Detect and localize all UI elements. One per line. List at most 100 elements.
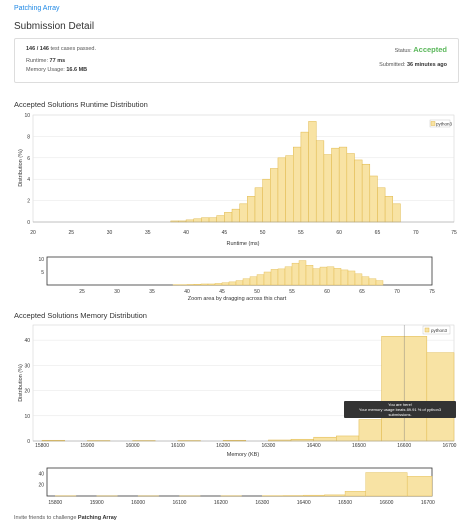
tooltip-line-3: submissions.	[388, 412, 412, 417]
runtime-zoom-bar	[354, 273, 363, 286]
runtime-bar	[354, 159, 363, 223]
tooltip-line-1: You are here!	[388, 402, 412, 407]
runtime-zoom-hint: Zoom area by dragging across this chart	[188, 296, 287, 302]
memory-x-label: Memory (KB)	[227, 452, 260, 458]
runtime-zoom-bar	[270, 269, 279, 286]
runtime-gridlines	[33, 114, 454, 201]
runtime-y-tick-label: 4	[27, 177, 30, 183]
runtime-zoom-x-tick-label: 65	[359, 289, 365, 295]
memory-zoom-x-tick-label: 16400	[297, 500, 311, 506]
runtime-x-tick-label: 70	[413, 230, 419, 236]
runtime-zoom-x-tick-label: 75	[429, 289, 435, 295]
runtime-x-tick-label: 20	[30, 230, 36, 236]
runtime-bar	[285, 155, 294, 223]
runtime-bar	[369, 175, 378, 223]
runtime-x-tick-label: 45	[222, 230, 228, 236]
runtime-zoom-bar	[340, 269, 349, 286]
memory-bars	[33, 336, 455, 442]
runtime-bar	[239, 203, 248, 223]
memory-zoom-bar	[344, 490, 366, 497]
memory-zoom-bar	[365, 472, 408, 497]
runtime-zoom-bar	[312, 268, 321, 286]
memory-zoom-x-tick-label: 15900	[90, 500, 104, 506]
runtime-bar	[231, 208, 240, 223]
runtime-zoom-bar	[298, 260, 307, 286]
runtime-zoom-bar	[319, 266, 328, 286]
runtime-zoom-bar	[249, 276, 258, 286]
runtime-zoom-y-tick-label: 5	[41, 270, 44, 276]
memory-x-tick-label: 16300	[261, 443, 275, 449]
memory-x-tick-label: 16000	[126, 443, 140, 449]
runtime-zoom-x-tick-label: 35	[149, 289, 155, 295]
runtime-label: Runtime:	[26, 58, 50, 64]
memory-bar	[426, 352, 455, 442]
runtime-zoom-x-ticks: 25 30 35 40 45 50 55 60 65 70 75	[79, 289, 435, 295]
runtime-bar	[315, 140, 325, 223]
runtime-zoom-x-tick-label: 60	[324, 289, 330, 295]
runtime-bar	[277, 157, 286, 223]
runtime-zoom-x-tick-label: 25	[79, 289, 85, 295]
memory-zoom-x-tick-label: 16600	[380, 500, 394, 506]
runtime-legend-swatch	[430, 121, 436, 126]
problem-link[interactable]: Patching Array	[14, 5, 60, 12]
footer-problem-link[interactable]: Patching Array	[77, 515, 117, 521]
runtime-zoom-bar	[284, 266, 293, 286]
runtime-zoom-bar	[256, 274, 265, 286]
runtime-zoom-y-ticks: 5 10	[38, 257, 44, 276]
runtime-bar	[193, 218, 202, 223]
memory-x-tick-label: 16400	[307, 443, 321, 449]
memory-legend: python3	[422, 325, 451, 335]
tests-passed: 146 / 146 test cases passed.	[26, 46, 96, 52]
runtime-chart[interactable]: 20 25 30 35 40 45 50 55 60 65 70 75 0 2 4 6 8 10 Runtime…	[0, 110, 474, 250]
memory-x-tick-label: 16200	[216, 443, 230, 449]
memory-section-title: Accepted Solutions Memory Distribution	[14, 311, 147, 320]
runtime-bar	[293, 146, 302, 223]
runtime-zoom-bar	[333, 268, 342, 286]
memory-info: Memory Usage: 16.6 MB	[26, 67, 87, 73]
runtime-bar	[323, 154, 332, 223]
runtime-zoom-x-tick-label: 50	[254, 289, 260, 295]
memory-chart[interactable]: 15800 15900 16000 16100 16200 16300 16400 16500…	[0, 320, 474, 460]
status-info: Status: Accepted	[395, 45, 447, 54]
runtime-bar	[384, 196, 394, 223]
runtime-bar	[392, 203, 401, 223]
runtime-y-tick-label: 0	[27, 220, 30, 226]
runtime-bar	[262, 178, 271, 223]
memory-zoom-x-tick-label: 16200	[214, 500, 228, 506]
memory-legend-box	[422, 325, 451, 335]
runtime-x-tick-label: 30	[107, 230, 113, 236]
runtime-zoom-bar	[200, 283, 209, 286]
runtime-bar	[361, 163, 371, 223]
runtime-zoom-x-tick-label: 30	[114, 289, 120, 295]
runtime-bar	[247, 196, 256, 223]
footer-invite: Invite friends to challenge Patching Arr…	[14, 515, 117, 521]
memory-y-tick-label: 20	[24, 389, 30, 395]
runtime-zoom-x-tick-label: 70	[394, 289, 400, 295]
memory-zoom-x-tick-label: 16500	[338, 500, 352, 506]
tooltip-line-2: Your memory usage beats 89.91 % of pytho…	[358, 407, 442, 412]
tests-passed-text: test cases passed.	[48, 46, 97, 52]
memory-zoom-bar	[303, 494, 325, 497]
runtime-bar	[338, 146, 348, 223]
memory-zoom-chart[interactable]: 15800 15900 16000 16100 16200 16300 16400 16500…	[0, 466, 474, 516]
runtime-zoom-bar	[221, 282, 230, 286]
memory-legend-swatch	[424, 327, 430, 333]
memory-x-tick-label: 15800	[35, 443, 49, 449]
runtime-zoom-x-tick-label: 40	[184, 289, 190, 295]
memory-bar	[313, 436, 337, 442]
runtime-bar	[201, 217, 210, 223]
runtime-y-tick-label: 2	[27, 199, 30, 205]
runtime-zoom-bar	[214, 283, 223, 286]
runtime-zoom-x-tick-label: 55	[289, 289, 295, 295]
memory-zoom-bar	[324, 494, 346, 497]
runtime-legend: python3	[429, 119, 453, 128]
runtime-bar	[377, 187, 386, 223]
memory-y-tick-label: 40	[24, 338, 30, 344]
runtime-zoom-bar	[263, 271, 272, 286]
runtime-bar	[254, 187, 263, 223]
runtime-zoom-chart[interactable]: 25 30 35 40 45 50 55 60 65 70 75 5 10 Zoom area by …	[0, 255, 474, 305]
runtime-bar	[270, 168, 279, 223]
runtime-x-tick-label: 75	[451, 230, 457, 236]
memory-zoom-x-tick-label: 16100	[173, 500, 187, 506]
